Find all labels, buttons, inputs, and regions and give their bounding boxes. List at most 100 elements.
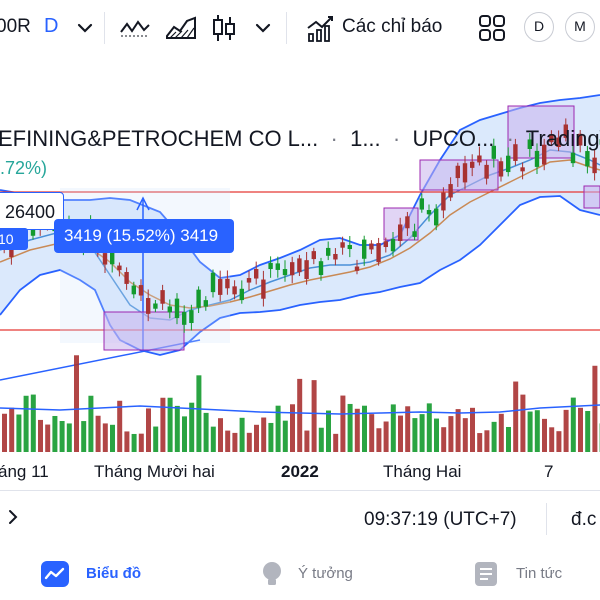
time-axis[interactable]: áng 11 Tháng Mười hai 2022 Tháng Hai 7 (0, 454, 600, 490)
candle-body (470, 161, 475, 168)
candle-body (570, 152, 576, 164)
volume-bar (390, 404, 396, 452)
candle-body (369, 243, 374, 250)
time-tick: 7 (544, 462, 554, 481)
chart-wave-icon (41, 561, 69, 587)
candle-body (333, 253, 338, 260)
chevron-right-icon[interactable] (4, 507, 24, 527)
nav-chart[interactable]: Biểu đồ (40, 554, 180, 594)
volume-bar (225, 430, 231, 452)
lightbulb-icon (263, 562, 281, 585)
volume-bar (232, 432, 238, 452)
volume-bar (563, 409, 569, 452)
candle-body (203, 300, 208, 307)
candle-body (498, 161, 504, 177)
time-tick: Tháng Mười hai (94, 462, 215, 481)
volume-bar (534, 410, 540, 452)
volume-bar (506, 426, 511, 452)
candle-body (210, 272, 216, 293)
volume-bar (30, 394, 36, 452)
volume-bar (138, 433, 144, 452)
candle-body (376, 243, 381, 263)
candle-body (146, 298, 151, 314)
volume-bar (81, 421, 87, 452)
volume-bar (74, 355, 79, 452)
symbol-search-button[interactable]: 00R (0, 16, 31, 37)
measure-arrow-head (136, 196, 150, 211)
toolbar-button-d[interactable]: D (524, 12, 554, 42)
volume-bar (45, 424, 51, 452)
candle-body (117, 265, 122, 271)
candle-body (167, 306, 172, 313)
volume-bar (261, 417, 267, 452)
interval-button[interactable]: D (44, 15, 59, 37)
volume-bar (578, 407, 583, 452)
candle-body (398, 224, 403, 241)
volume-bar (52, 415, 58, 452)
candle-body (268, 262, 273, 270)
highlight-box (103, 311, 185, 351)
price-change-percent: .72%) (0, 158, 48, 178)
candle-body (592, 157, 597, 174)
volume-bar (333, 433, 339, 452)
layouts-grid-icon[interactable] (476, 12, 510, 44)
toolbar-button-m[interactable]: M (565, 12, 595, 42)
candle-body (282, 269, 288, 276)
line-chart-style-icon[interactable] (118, 12, 152, 44)
chevron-down-icon[interactable] (72, 12, 98, 44)
volume-bar (426, 403, 432, 452)
candle-body (362, 239, 367, 259)
volume-bar (340, 395, 346, 452)
volume-bar (362, 405, 367, 452)
candle-body (131, 285, 136, 295)
volume-bar (585, 410, 591, 452)
volume-bar (124, 431, 130, 452)
volume-bar (16, 414, 22, 452)
volume-bar (376, 428, 382, 452)
candle-body (477, 155, 482, 163)
candle-body (218, 279, 223, 295)
volume-bar (23, 395, 29, 452)
candle-body (527, 139, 532, 149)
candlestick-style-icon[interactable] (210, 12, 238, 44)
volume-bar (59, 421, 65, 452)
candle-body (578, 133, 583, 146)
candle-body (189, 310, 194, 324)
volume-bar (383, 421, 389, 452)
indicators-icon[interactable] (304, 12, 338, 44)
volume-bar (218, 418, 223, 452)
currency-unit[interactable]: đ.c (571, 509, 597, 530)
candle-body (326, 247, 331, 256)
candle-body (318, 261, 324, 276)
candle-body (534, 150, 540, 167)
candle-body (124, 272, 129, 284)
area-chart-style-icon[interactable] (164, 12, 198, 44)
nav-ideas[interactable]: Ý tưởng (258, 554, 378, 594)
volume-bar (527, 411, 533, 452)
legend-title-row[interactable]: EFINING&PETROCHEM CO L... · 1... · UPCO.… (0, 126, 600, 152)
clock-timezone[interactable]: 09:37:19 (UTC+7) (364, 509, 517, 530)
indicators-button[interactable]: Các chỉ báo (342, 16, 443, 37)
candle-body (9, 243, 14, 258)
toolbar-divider (286, 12, 287, 44)
candle-body (556, 137, 561, 148)
volume-bar (189, 402, 195, 452)
volume-bar (268, 422, 274, 452)
volume-bar (2, 413, 7, 452)
volume-bar (174, 405, 180, 452)
volume-bar (182, 416, 187, 452)
volume-bar (549, 427, 555, 452)
volume-bar (311, 380, 317, 452)
volume-bar (246, 432, 252, 452)
chart-canvas[interactable] (0, 56, 600, 454)
candle-body (434, 208, 439, 226)
nav-news[interactable]: Tin tức (472, 554, 592, 594)
chevron-down-icon[interactable] (250, 12, 276, 44)
price-chart[interactable]: EFINING&PETROCHEM CO L... · 1... · UPCO.… (0, 56, 600, 454)
candle-body (290, 262, 295, 276)
volume-bar (110, 424, 115, 452)
volume-bar (290, 404, 295, 452)
candle-body (484, 164, 489, 179)
price-value-box[interactable]: 26400 (0, 192, 64, 230)
